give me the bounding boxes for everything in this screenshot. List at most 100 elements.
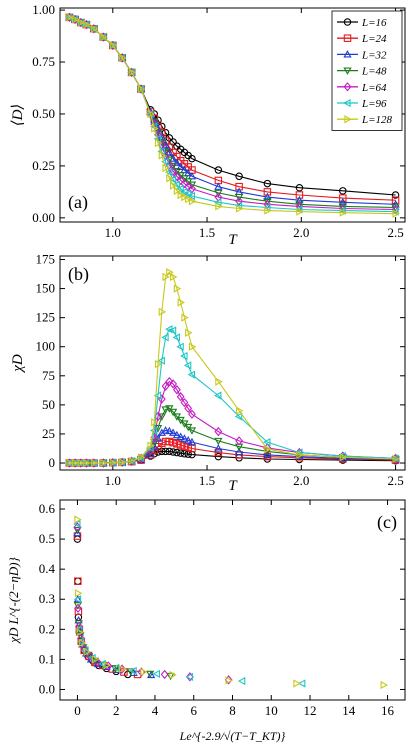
- data-point: [71, 15, 80, 24]
- data-point: [392, 454, 400, 464]
- data-point: [166, 672, 175, 681]
- data-point: [165, 168, 173, 177]
- data-point: [214, 448, 223, 457]
- data-point: [180, 434, 189, 442]
- y-tick-label: 0.3: [39, 591, 55, 606]
- data-point: [91, 655, 100, 664]
- y-tick-label: 0.00: [32, 210, 55, 225]
- data-point: [180, 178, 189, 189]
- panel-label: (a): [68, 192, 88, 213]
- data-point: [172, 385, 181, 395]
- legend-entry: L=48: [361, 66, 387, 78]
- data-point: [173, 284, 182, 293]
- data-point: [165, 376, 174, 387]
- data-point: [74, 577, 82, 585]
- y-tick-label: 0.1: [39, 651, 55, 666]
- data-point: [214, 444, 223, 452]
- data-point: [161, 157, 169, 166]
- x-tick-label: 1.5: [199, 225, 215, 240]
- x-tick-label: 16: [381, 703, 395, 718]
- data-point: [100, 458, 108, 468]
- data-point: [165, 426, 174, 435]
- data-point: [66, 458, 74, 468]
- y-tick-label: 125: [36, 310, 56, 325]
- x-tick-label: 2.0: [293, 473, 309, 488]
- data-point: [177, 298, 185, 307]
- data-point: [215, 202, 223, 211]
- data-point: [147, 441, 155, 450]
- data-point: [90, 24, 99, 33]
- data-point: [172, 158, 182, 166]
- data-point: [154, 360, 163, 369]
- y-axis-label: χD: [10, 354, 26, 374]
- data-point: [74, 589, 83, 598]
- panel-label: (c): [377, 512, 397, 533]
- data-point: [168, 326, 177, 335]
- series-l-128: [74, 515, 389, 690]
- data-point: [165, 160, 174, 170]
- data-point: [176, 441, 185, 449]
- y-tick-label: 50: [42, 397, 55, 412]
- panel-3: 0 2 4 6 8 10 12 14 16 0.0 0.1 0.2 0.3 0.4 0.5 0.6 Le^{-2…: [6, 499, 406, 743]
- data-point: [263, 192, 272, 201]
- y-tick-label: 25: [42, 426, 55, 441]
- data-point: [263, 437, 271, 447]
- data-point: [75, 625, 83, 634]
- series-line: [69, 328, 396, 464]
- data-point: [293, 679, 301, 688]
- data-point: [185, 328, 193, 337]
- series-line: [69, 407, 396, 464]
- data-point: [235, 436, 244, 446]
- data-point: [235, 406, 244, 415]
- data-point: [73, 528, 82, 537]
- data-point: [165, 148, 174, 156]
- data-point: [339, 208, 348, 217]
- data-point: [77, 18, 86, 27]
- data-point: [173, 448, 181, 457]
- data-point: [66, 13, 74, 22]
- data-point: [170, 181, 178, 190]
- data-point: [187, 370, 196, 379]
- x-axis-label: T: [228, 232, 238, 248]
- data-point: [235, 182, 243, 191]
- y-tick-label: 1.00: [32, 2, 55, 17]
- data-point: [76, 637, 85, 646]
- data-point: [185, 672, 193, 681]
- data-point: [157, 413, 166, 421]
- data-point: [235, 172, 243, 181]
- data-point: [109, 458, 118, 467]
- y-axis-label: χD L^{-(2−ηD)}: [6, 556, 21, 644]
- data-point: [157, 356, 165, 365]
- data-point: [295, 191, 304, 199]
- data-point: [146, 670, 156, 679]
- data-point: [103, 661, 111, 670]
- x-tick-label: 2.5: [387, 225, 403, 240]
- data-point: [168, 175, 177, 184]
- series-l-48: [73, 526, 175, 681]
- data-point: [78, 638, 87, 647]
- data-point: [71, 458, 80, 468]
- data-point: [264, 444, 272, 454]
- data-point: [176, 416, 185, 425]
- legend-marker: [343, 50, 352, 58]
- y-tick-label: 150: [36, 281, 56, 296]
- y-tick-label: 75: [42, 368, 55, 383]
- x-tick-label: 1.0: [105, 225, 121, 240]
- data-point: [214, 189, 223, 198]
- x-tick-label: 1.0: [105, 473, 121, 488]
- panel-label: (b): [68, 264, 89, 285]
- y-tick-label: 0.75: [32, 54, 55, 69]
- data-point: [158, 151, 167, 160]
- data-point: [184, 423, 193, 432]
- data-point: [180, 420, 189, 428]
- data-point: [165, 447, 174, 456]
- data-point: [180, 351, 188, 361]
- data-point: [188, 154, 196, 163]
- data-point: [296, 450, 304, 460]
- data-point: [237, 676, 246, 686]
- data-point: [161, 381, 170, 391]
- y-axis-label: ⟨D⟩: [10, 104, 26, 127]
- data-point: [177, 190, 185, 200]
- data-point: [158, 447, 166, 456]
